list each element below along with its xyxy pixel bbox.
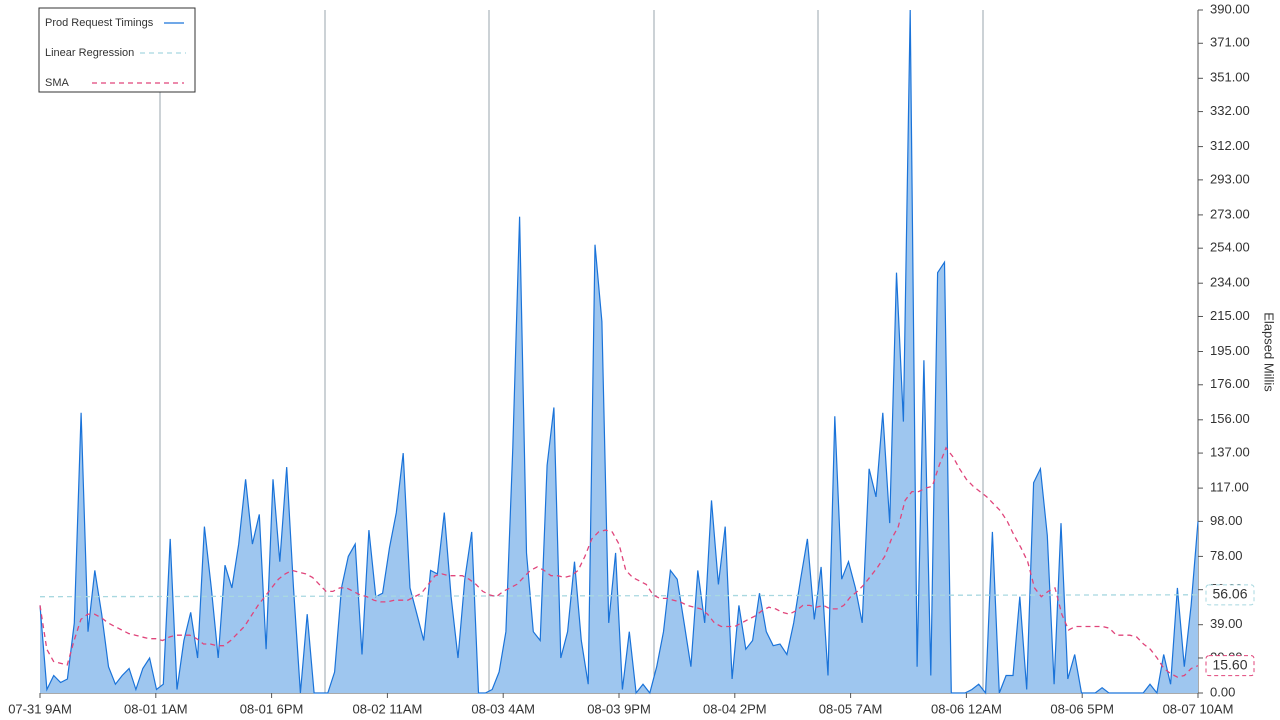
y-tick-label: 351.00 [1210,70,1250,85]
y-tick-label: 39.00 [1210,616,1243,631]
x-tick-label: 08-05 7AM [819,701,883,716]
day-lines [159,10,984,693]
y-tick-label: 98.00 [1210,513,1243,528]
area-fill [40,10,1198,693]
legend-label: SMA [45,77,70,89]
x-tick-label: 08-04 2PM [703,701,767,716]
y-tick-label: 273.00 [1210,206,1250,221]
x-tick-label: 08-07 10AM [1163,701,1234,716]
y-tick-label: 0.00 [1210,684,1235,699]
legend-box [38,7,196,93]
value-tag-label: 15.60 [1212,656,1247,672]
y-tick-label: 332.00 [1210,103,1250,118]
y-tick-label: 78.00 [1210,548,1243,563]
legend-label: Linear Regression [45,47,134,59]
y-tick-label: 176.00 [1210,376,1250,391]
value-tag [1205,584,1255,606]
y-tick-label: 254.00 [1210,240,1250,255]
x-tick-label: 08-03 4AM [471,701,535,716]
y-tick-label: 156.00 [1210,411,1250,426]
y-tick-label: 312.00 [1210,138,1250,153]
series-line [39,594,1199,598]
value-tag [1205,655,1255,677]
x-tick-label: 08-01 1AM [124,701,188,716]
y-tick-label: 117.00 [1210,480,1249,495]
x-tick-label: 08-06 12AM [931,701,1002,716]
legend-label: Prod Request Timings [45,17,154,29]
y-tick-label: 215.00 [1210,308,1250,323]
y-tick-label: 293.00 [1210,171,1250,186]
series-line [39,446,1199,678]
y-axis-label: Elapsed Millis [1262,312,1277,392]
value-tag-label: 56.06 [1212,586,1247,602]
y-tick-label: 390.00 [1210,1,1250,16]
y-tick-label: 371.00 [1210,35,1250,50]
x-tick-label: 08-01 6PM [240,701,304,716]
y-tick-label: 234.00 [1210,275,1250,290]
x-tick-label: 07-31 9AM [8,701,72,716]
y-tick-label: 137.00 [1210,445,1250,460]
y-tick-label: 195.00 [1210,343,1250,358]
x-tick-label: 08-03 9PM [587,701,651,716]
x-tick-label: 08-02 11AM [352,701,422,716]
x-tick-label: 08-06 5PM [1050,701,1114,716]
series-line [39,9,1199,695]
